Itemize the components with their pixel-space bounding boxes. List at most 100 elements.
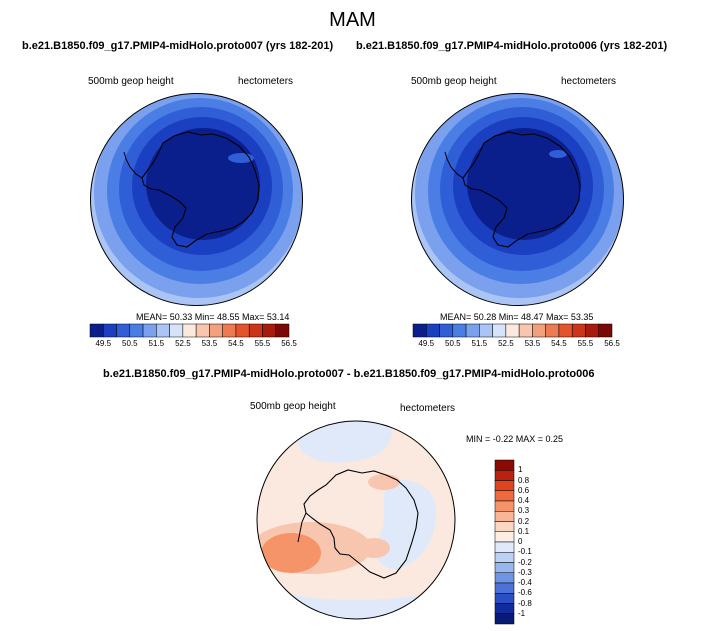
colorbar-tick-label: 49.5 xyxy=(418,339,435,348)
right-polar-map xyxy=(411,93,624,306)
colorbar-tick-label: 49.5 xyxy=(95,339,112,348)
diff-colorbar-swatch xyxy=(494,500,515,512)
diff-colorbar-swatch xyxy=(494,470,515,481)
colorbar-swatch xyxy=(142,323,157,338)
colorbar-swatch xyxy=(103,323,117,338)
left-panel-title: b.e21.B1850.f09_g17.PMIP4-midHolo.proto0… xyxy=(22,40,334,52)
colorbar-tick-label: 52.5 xyxy=(175,339,191,348)
colorbar-swatch xyxy=(479,323,493,338)
colorbar-swatch xyxy=(585,323,599,338)
colorbar-swatch xyxy=(89,323,104,338)
colorbar-swatch xyxy=(465,323,480,338)
diff-colorbar-swatch xyxy=(494,552,515,563)
diff-colorbar-swatch xyxy=(494,531,515,543)
diff-colorbar-swatch xyxy=(494,459,515,471)
right-stats: MEAN= 50.28 Min= 48.47 Max= 53.35 xyxy=(440,312,594,322)
diff-colorbar-swatch xyxy=(494,582,515,594)
colorbar-swatch xyxy=(209,323,223,338)
colorbar-swatch xyxy=(182,323,197,338)
diff-antarctic-peninsula xyxy=(297,512,307,543)
left-colorbar: 49.5 50.5 51.5 52.5 53.5 54.5 55.5 56.5 xyxy=(89,323,297,354)
right-antarctica-coastline xyxy=(462,131,581,248)
diff-colorbar-tick-label: -0.8 xyxy=(518,598,532,608)
colorbar-tick-label: 52.5 xyxy=(498,339,514,348)
colorbar-tick-label: 51.5 xyxy=(471,339,488,348)
left-map-border xyxy=(90,93,303,306)
left-antarctica-coastline xyxy=(141,131,260,248)
diff-colorbar-swatch xyxy=(494,613,515,625)
diff-stats: MIN = -0.22 MAX = 0.25 xyxy=(466,434,564,444)
diff-colorbar-tick-label: -0.2 xyxy=(518,557,532,567)
colorbar-tick-label: 56.5 xyxy=(281,339,297,348)
diff-colorbar-tick-label: -0.3 xyxy=(518,567,532,577)
colorbar-swatch xyxy=(426,323,440,338)
diff-colorbar-tick-label: 0 xyxy=(518,537,523,546)
diff-panel-title: b.e21.B1850.f09_g17.PMIP4-midHolo.proto0… xyxy=(103,368,595,380)
diff-colorbar-tick-label: -0.1 xyxy=(518,547,532,557)
colorbar-swatch xyxy=(156,323,170,338)
diff-colorbar-swatch xyxy=(494,490,515,502)
colorbar-tick-label: 55.5 xyxy=(577,339,594,348)
diff-colorbar-swatch xyxy=(494,480,515,491)
colorbar-swatch xyxy=(195,323,210,338)
colorbar-swatch xyxy=(129,323,144,338)
colorbar-swatch xyxy=(492,323,507,338)
diff-units-label: hectometers xyxy=(400,403,456,414)
colorbar-tick-label: 53.5 xyxy=(201,339,218,348)
left-units-label: hectometers xyxy=(238,76,294,87)
diff-variable-label: 500mb geop height xyxy=(250,401,336,412)
colorbar-tick-label: 51.5 xyxy=(148,339,165,348)
colorbar-swatch xyxy=(558,323,573,338)
colorbar-swatch xyxy=(452,323,467,338)
diff-polar-map xyxy=(256,420,456,620)
colorbar-tick-label: 54.5 xyxy=(551,339,567,348)
colorbar-tick-label: 53.5 xyxy=(524,339,541,348)
diff-colorbar-tick-label: 0.6 xyxy=(518,485,530,495)
diff-colorbar: 1 0.8 0.6 0.4 0.3 0.2 0.1 0 -0.1 -0.2 -0.3 -0.4 -0.6… xyxy=(494,459,535,625)
right-colorbar: 49.5 50.5 51.5 52.5 53.5 54.5 55.5 56.5 xyxy=(412,323,620,354)
colorbar-tick-label: 55.5 xyxy=(254,339,271,348)
colorbar-swatch xyxy=(598,323,613,338)
left-stats: MEAN= 50.33 Min= 48.55 Max= 53.14 xyxy=(136,312,290,322)
colorbar-tick-label: 54.5 xyxy=(228,339,244,348)
colorbar-swatch xyxy=(571,323,586,338)
right-variable-label: 500mb geop height xyxy=(411,76,497,87)
diff-antarctica-coastline xyxy=(303,469,419,579)
diff-colorbar-tick-label: 0.8 xyxy=(518,475,530,485)
diff-colorbar-tick-label: 0.4 xyxy=(518,496,530,505)
diff-colorbar-swatch xyxy=(494,541,515,553)
colorbar-swatch xyxy=(275,323,290,338)
colorbar-swatch xyxy=(262,323,276,338)
colorbar-swatch xyxy=(518,323,533,338)
colorbar-swatch xyxy=(412,323,427,338)
diff-colorbar-tick-label: -1 xyxy=(518,608,526,618)
diff-colorbar-swatch xyxy=(494,521,515,532)
diff-colorbar-tick-label: 1 xyxy=(518,465,523,475)
colorbar-swatch xyxy=(235,323,250,338)
colorbar-swatch xyxy=(116,323,131,338)
diff-colorbar-tick-label: 0.2 xyxy=(518,516,530,526)
diff-colorbar-tick-label: 0.3 xyxy=(518,506,530,516)
diff-colorbar-swatch xyxy=(494,572,515,584)
right-panel-title: b.e21.B1850.f09_g17.PMIP4-midHolo.proto0… xyxy=(356,40,668,52)
colorbar-swatch xyxy=(545,323,560,338)
figure-title: MAM xyxy=(329,9,376,31)
colorbar-swatch xyxy=(169,323,184,338)
diff-map-border xyxy=(256,420,456,620)
diff-colorbar-swatch xyxy=(494,593,515,604)
right-units-label: hectometers xyxy=(561,76,617,87)
left-variable-label: 500mb geop height xyxy=(88,76,174,87)
diff-colorbar-swatch xyxy=(494,562,515,573)
diff-colorbar-tick-label: -0.4 xyxy=(518,578,532,587)
colorbar-swatch xyxy=(248,323,263,338)
diff-colorbar-swatch xyxy=(494,511,515,522)
diff-colorbar-tick-label: -0.6 xyxy=(518,588,532,598)
diff-colorbar-swatch xyxy=(494,603,515,614)
left-antarctic-peninsula xyxy=(123,151,143,179)
colorbar-swatch xyxy=(505,323,520,338)
right-map-border xyxy=(411,93,624,306)
diff-colorbar-tick-label: 0.1 xyxy=(518,526,530,536)
colorbar-tick-label: 50.5 xyxy=(445,339,461,348)
colorbar-swatch xyxy=(532,323,546,338)
colorbar-swatch xyxy=(439,323,454,338)
